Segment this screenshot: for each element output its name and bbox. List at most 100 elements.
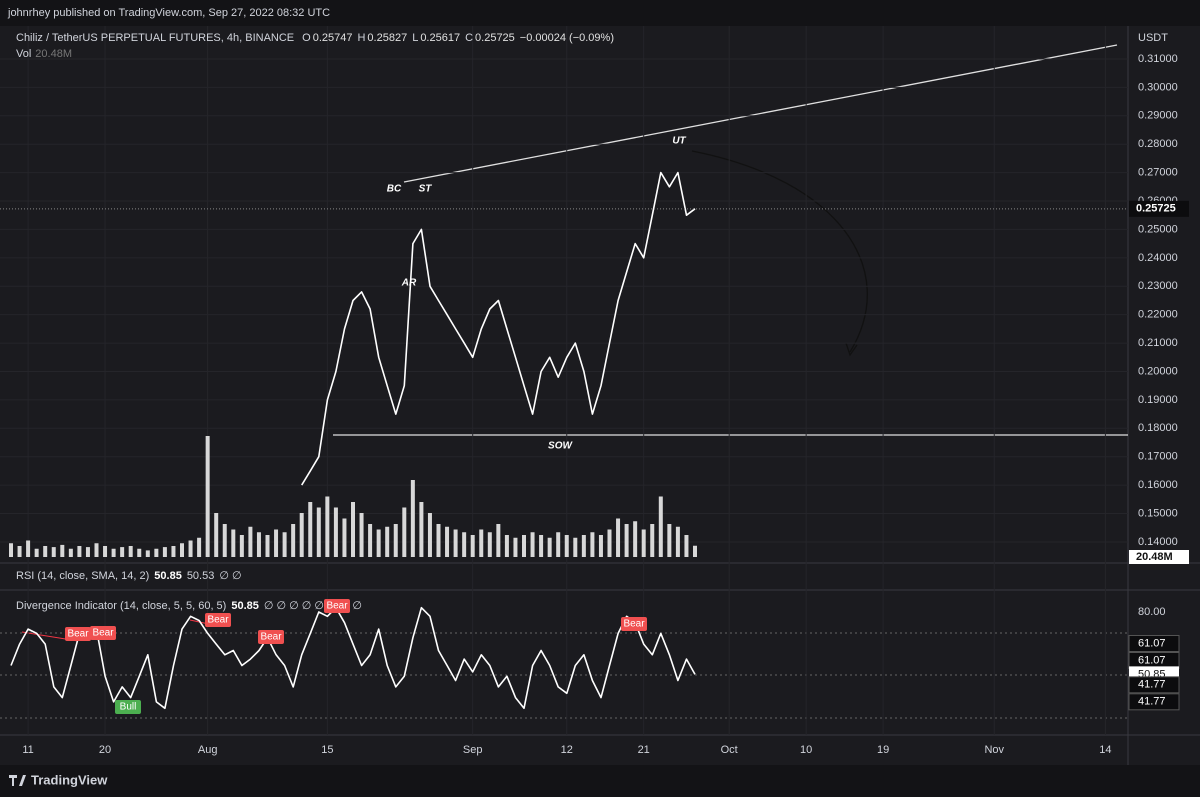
volume-bar <box>248 526 253 557</box>
volume-bar <box>145 550 150 557</box>
volume-bar <box>487 532 492 557</box>
volume-bar <box>393 524 398 557</box>
volume-bar <box>573 537 578 557</box>
volume-bar <box>120 547 125 557</box>
x-tick-label: 14 <box>1099 744 1111 756</box>
y-tick-label: 0.30000 <box>1138 81 1178 93</box>
level-box <box>1128 635 1180 653</box>
volume-bar <box>641 529 646 557</box>
ohlc-value: 0.25617 <box>420 32 460 44</box>
ohlc-key: C <box>465 32 473 44</box>
level-label: 61.07 <box>1138 637 1166 649</box>
arrow <box>691 150 868 353</box>
volume-bar <box>547 537 552 557</box>
volume-bar <box>359 513 364 557</box>
volume-bar <box>607 529 612 557</box>
volume-bar <box>419 502 424 557</box>
volume-bar <box>103 546 108 557</box>
volume-label: 20.48M <box>1136 551 1173 563</box>
footer-brand: TradingView <box>31 772 108 787</box>
volume-box <box>1129 550 1189 564</box>
signal-box <box>65 627 91 641</box>
last-price-box <box>1129 200 1189 217</box>
x-tick-label: 11 <box>22 744 33 756</box>
volume-bar <box>470 535 475 557</box>
y-unit: USDT <box>1138 32 1168 44</box>
series-line <box>10 606 696 710</box>
x-tick-label: Aug <box>198 744 218 756</box>
volume-bar <box>522 535 526 557</box>
volume-bar <box>693 545 697 557</box>
y-tick-label: 0.18000 <box>1138 422 1178 434</box>
x-tick-label: 10 <box>800 744 812 756</box>
volume-bar <box>504 535 509 557</box>
volume-value: 20.48M <box>35 48 72 60</box>
y-tick-label: 0.20000 <box>1138 365 1178 377</box>
ohlc-key: L <box>412 32 418 44</box>
volume-bar <box>624 524 629 557</box>
rsi-legend: ∅ ∅ <box>219 570 241 582</box>
volume-bar <box>462 532 467 557</box>
volume-bar <box>479 529 484 557</box>
volume-bar <box>180 543 184 557</box>
change: −0.00024 (−0.09%) <box>520 32 614 44</box>
volume-bar <box>197 537 202 557</box>
signal-label: Bear <box>207 615 229 626</box>
signal-label: Bear <box>623 619 645 630</box>
volume-bar <box>265 535 270 557</box>
ohlc-value: 0.25747 <box>313 32 353 44</box>
x-tick-label: 19 <box>877 744 889 756</box>
bottom-bar <box>0 765 1200 797</box>
x-tick-label: Oct <box>721 744 738 756</box>
y-tick-label: 0.19000 <box>1138 394 1178 406</box>
signal-box <box>621 617 647 631</box>
volume-bar <box>410 480 415 557</box>
last-price-label: 0.25725 <box>1136 203 1176 215</box>
x-tick-label: 12 <box>561 744 573 756</box>
volume-bar <box>154 548 159 557</box>
y-tick-label: 80.00 <box>1138 606 1166 618</box>
volume-bar <box>128 546 133 557</box>
symbol: Chiliz / TetherUS PERPETUAL FUTURES, 4h,… <box>16 32 294 44</box>
volume-bar <box>222 524 227 557</box>
signal-label: Bear <box>260 632 282 643</box>
volume-bar <box>581 535 586 557</box>
volume-bar <box>274 529 279 557</box>
volume-bar <box>188 540 193 557</box>
signal-box <box>324 599 350 613</box>
volume-bar <box>231 529 236 557</box>
ohlc-value: 0.25725 <box>475 32 515 44</box>
volume-bar <box>556 532 561 557</box>
volume-bar <box>385 526 390 557</box>
volume-bar <box>325 496 330 557</box>
volume-bar <box>256 532 261 557</box>
volume-bar <box>316 507 321 557</box>
indicator-value: 50.85 <box>231 600 259 612</box>
volume-bar <box>308 502 313 557</box>
annotation: ST <box>419 184 433 195</box>
volume-bar <box>171 546 176 557</box>
volume-bar <box>239 535 244 557</box>
y-tick-label: 0.15000 <box>1138 507 1178 519</box>
y-tick-label: 0.21000 <box>1138 337 1178 349</box>
volume-bar <box>60 544 65 557</box>
y-tick-label: 0.16000 <box>1138 479 1178 491</box>
signal-label: Bear <box>326 601 348 612</box>
volume-bar <box>162 547 167 557</box>
publisher: johnrhey published on TradingView.com, S… <box>7 7 330 19</box>
level-box <box>1128 676 1180 694</box>
signal-box <box>205 613 231 627</box>
logo-mark <box>9 775 26 786</box>
volume-bar <box>205 436 210 557</box>
rsi-legend: RSI (14, close, SMA, 14, 2) <box>16 570 149 582</box>
volume-bar <box>427 513 432 557</box>
volume-bar <box>43 546 48 557</box>
volume-bar <box>598 535 603 557</box>
volume-bar <box>94 543 99 557</box>
volume-bar <box>675 526 680 557</box>
volume-bar <box>214 513 219 557</box>
volume-bar <box>616 518 621 557</box>
volume-title: Vol <box>16 48 31 60</box>
volume-bar <box>496 524 501 557</box>
